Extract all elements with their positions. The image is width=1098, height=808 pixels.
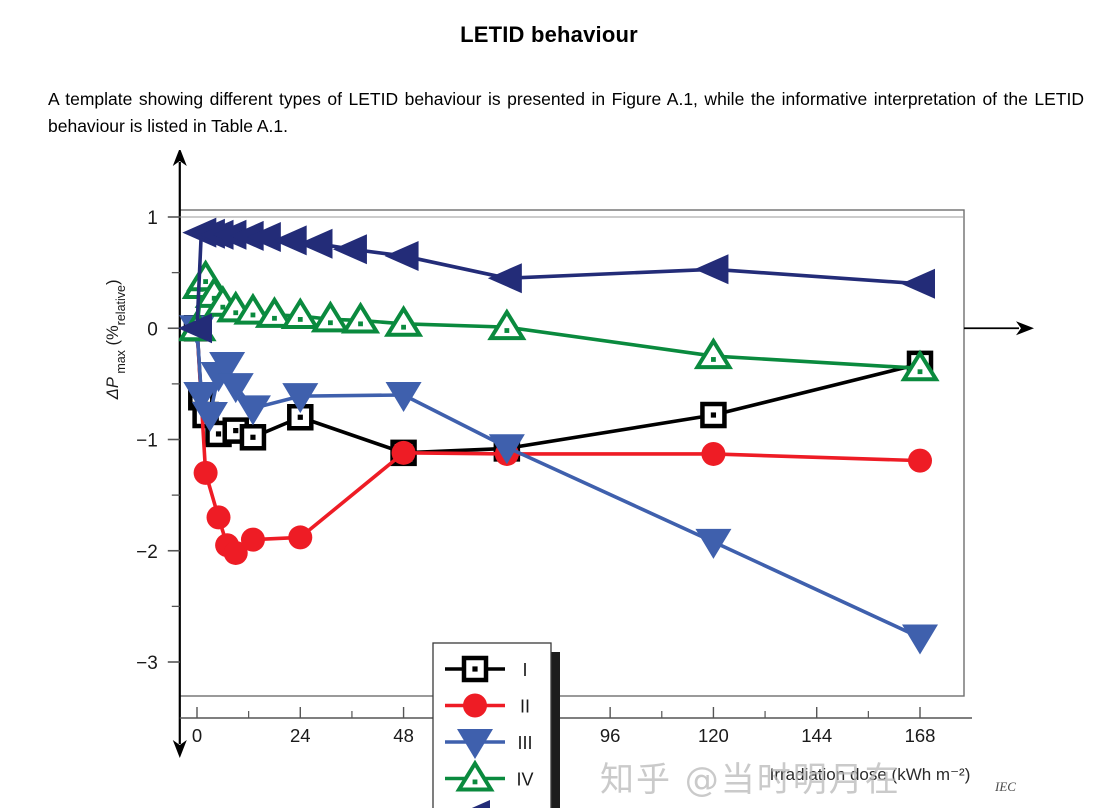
- data-marker: [233, 292, 273, 325]
- legend-item-V[interactable]: V: [445, 800, 531, 808]
- data-marker: [212, 219, 247, 250]
- x-tick-label: 24: [290, 725, 311, 746]
- x-tick-label: 168: [905, 725, 936, 746]
- data-marker: [193, 460, 218, 485]
- data-marker: [384, 240, 419, 271]
- y-tick-label: −1: [136, 431, 158, 452]
- data-marker: [693, 337, 734, 370]
- data-marker: [391, 440, 416, 465]
- data-marker: [254, 296, 295, 328]
- data-marker: [471, 800, 490, 808]
- legend-label-IV: IV: [516, 770, 533, 790]
- legend-item-IV[interactable]: IV: [445, 759, 534, 792]
- y-tick-label: −3: [136, 653, 158, 674]
- y-tick-label: 0: [147, 319, 158, 340]
- data-marker: [234, 395, 271, 426]
- x-axis-ticks: 024487296120144168: [192, 707, 936, 746]
- data-marker: [487, 308, 527, 341]
- data-marker: [455, 759, 495, 792]
- iec-source-label: IEC: [995, 779, 1016, 794]
- data-marker: [457, 729, 493, 759]
- y-axis-ticks: 1 0 −1 −2 −3: [136, 208, 180, 674]
- data-marker: [900, 349, 940, 382]
- legend-item-II[interactable]: II: [445, 693, 530, 718]
- data-marker: [217, 373, 254, 404]
- data-marker: [183, 382, 220, 412]
- data-marker: [463, 693, 487, 718]
- intro-paragraph: A template showing different types of LE…: [48, 89, 1084, 136]
- data-marker: [488, 434, 525, 465]
- data-marker: [272, 225, 307, 256]
- data-marker: [340, 301, 381, 334]
- data-marker: [280, 297, 320, 330]
- data-marker: [282, 383, 319, 414]
- series-layer: [178, 217, 940, 655]
- legend: IIIIIIIVV: [432, 642, 560, 808]
- chart-svg: 02448729612014416810−1−2−3ΔP max (%relat…: [104, 150, 1034, 808]
- data-marker: [288, 525, 313, 550]
- x-axis-title: Irradiation dose (kWh m⁻²): [770, 765, 971, 784]
- svg-text:ΔP max (%relative): ΔP max (%relative): [104, 280, 128, 401]
- data-marker: [240, 527, 265, 552]
- data-marker: [901, 268, 935, 299]
- x-tick-label: 0: [192, 725, 202, 746]
- page-title: LETID behaviour: [460, 22, 638, 47]
- data-marker: [229, 220, 264, 251]
- data-marker: [695, 528, 732, 559]
- letid-chart: 02448729612014416810−1−2−3ΔP max (%relat…: [0, 150, 1098, 808]
- data-marker: [223, 540, 248, 565]
- x-tick-label: 48: [393, 725, 414, 746]
- legend-item-I[interactable]: I: [445, 655, 528, 683]
- y-axis-title: ΔP max (%relative): [104, 280, 128, 401]
- legend-label-II: II: [520, 697, 530, 717]
- series-V: [178, 217, 935, 344]
- data-marker: [178, 313, 212, 344]
- data-marker: [332, 234, 367, 265]
- series-IV: [178, 259, 940, 382]
- legend-label-III: III: [517, 733, 532, 753]
- data-marker: [701, 441, 726, 466]
- legend-item-III[interactable]: III: [445, 729, 533, 759]
- data-marker: [902, 624, 938, 655]
- x-tick-label: 96: [600, 725, 621, 746]
- legend-label-V: V: [519, 806, 531, 808]
- data-marker: [298, 228, 333, 259]
- data-marker: [487, 263, 522, 294]
- data-marker: [206, 505, 231, 530]
- x-tick-label: 144: [801, 725, 832, 746]
- data-marker: [383, 304, 424, 337]
- data-marker: [385, 382, 422, 412]
- legend-label-I: I: [522, 660, 527, 680]
- data-marker: [191, 402, 228, 433]
- y-tick-label: 1: [147, 208, 158, 229]
- x-tick-label: 120: [698, 725, 729, 746]
- data-marker: [246, 222, 281, 253]
- data-marker: [209, 351, 246, 382]
- data-marker: [310, 300, 350, 333]
- data-marker: [694, 254, 729, 285]
- data-marker: [908, 448, 932, 473]
- y-tick-label: −2: [136, 542, 158, 563]
